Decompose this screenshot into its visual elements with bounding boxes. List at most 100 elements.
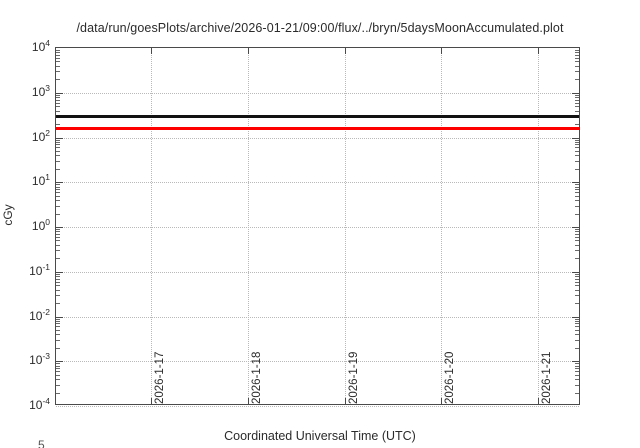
y-axis-minor-tick xyxy=(56,365,60,367)
y-axis-minor-tick xyxy=(56,347,60,349)
y-axis-minor-tick xyxy=(575,281,579,283)
y-axis-minor-tick xyxy=(56,155,60,157)
y-axis-tick xyxy=(572,271,579,273)
y-axis-minor-tick xyxy=(575,371,579,373)
y-axis-minor-tick xyxy=(575,273,579,275)
y-axis-minor-tick xyxy=(575,192,579,194)
y-axis-minor-tick xyxy=(575,339,579,341)
x-axis-tick xyxy=(344,48,346,54)
y-axis-tick xyxy=(572,92,579,94)
y-axis-tick xyxy=(56,227,63,228)
y-axis-minor-tick xyxy=(56,334,60,336)
y-axis-minor-tick xyxy=(575,200,579,202)
gridline-horizontal xyxy=(56,92,579,94)
y-axis-minor-tick xyxy=(56,326,60,328)
y-axis-minor-tick xyxy=(56,94,60,96)
y-axis-minor-tick xyxy=(56,97,60,99)
y-axis-minor-tick xyxy=(575,97,579,99)
y-axis-minor-tick xyxy=(56,213,60,215)
gridline-horizontal xyxy=(56,137,579,139)
y-axis-minor-tick xyxy=(56,231,60,233)
y-axis-minor-tick xyxy=(575,54,579,56)
y-axis-minor-tick xyxy=(575,334,579,336)
y-axis-minor-tick xyxy=(575,231,579,233)
y-axis-minor-tick xyxy=(56,374,60,376)
y-axis-minor-tick xyxy=(56,318,60,320)
y-axis-minor-tick xyxy=(56,363,60,365)
y-axis-minor-tick xyxy=(575,141,579,143)
x-axis-tick-label: 2026‑1‑20 xyxy=(444,351,457,404)
y-axis-tick xyxy=(572,361,579,363)
y-axis-tick-label: 10‑3 xyxy=(29,351,50,368)
y-axis-tick xyxy=(572,182,579,184)
y-axis-minor-tick xyxy=(56,106,60,108)
y-axis-minor-tick xyxy=(575,278,579,280)
y-axis-tick-labels: 104 103 102 101 100 10‑1 10‑2 10‑3 10‑4 xyxy=(0,39,50,411)
y-axis-minor-tick xyxy=(575,195,579,197)
y-axis-minor-tick xyxy=(56,52,60,54)
y-axis-minor-tick xyxy=(575,326,579,328)
y-axis-minor-tick xyxy=(575,295,579,297)
x-axis-tick xyxy=(151,398,153,404)
y-axis-minor-tick xyxy=(56,278,60,280)
y-axis-tick xyxy=(56,316,63,318)
y-axis-tick xyxy=(56,361,63,363)
y-axis-minor-tick xyxy=(575,244,579,246)
y-axis-minor-tick xyxy=(56,150,60,152)
series-line-accumulated-dose-black xyxy=(56,114,579,118)
y-axis-minor-tick xyxy=(56,144,60,146)
gridline-vertical xyxy=(151,48,153,404)
y-axis-minor-tick xyxy=(56,141,60,143)
y-axis-minor-tick xyxy=(56,71,60,73)
gridline-horizontal xyxy=(56,406,579,407)
y-axis-minor-tick xyxy=(56,139,60,141)
y-axis-minor-tick xyxy=(575,285,579,287)
y-axis-minor-tick xyxy=(575,61,579,63)
y-axis-minor-tick xyxy=(56,186,60,188)
y-axis-minor-tick xyxy=(575,94,579,96)
x-axis-tick xyxy=(537,398,539,404)
y-axis-minor-tick xyxy=(56,250,60,252)
y-axis-minor-tick xyxy=(575,347,579,349)
y-axis-minor-tick xyxy=(56,281,60,283)
y-axis-minor-tick xyxy=(575,329,579,331)
gridline-vertical xyxy=(537,48,539,404)
y-axis-minor-tick xyxy=(56,184,60,186)
y-axis-minor-tick xyxy=(575,79,579,81)
y-axis-minor-tick xyxy=(575,363,579,365)
x-axis-tick xyxy=(248,48,250,54)
y-axis-minor-tick xyxy=(56,102,60,104)
y-axis-minor-tick xyxy=(575,106,579,108)
gridline-horizontal xyxy=(56,182,579,184)
y-axis-minor-tick xyxy=(575,236,579,238)
y-axis-minor-tick xyxy=(575,160,579,162)
y-axis-minor-tick xyxy=(575,144,579,146)
x-axis-tick-label: 2026‑1‑21 xyxy=(540,351,553,404)
y-axis-title: cGy xyxy=(1,204,15,226)
y-axis-minor-tick xyxy=(56,379,60,381)
x-axis-tick xyxy=(344,398,346,404)
y-axis-tick-label: 10‑1 xyxy=(29,261,50,278)
y-axis-minor-tick xyxy=(56,61,60,63)
y-axis-minor-tick xyxy=(56,276,60,278)
y-axis-tick xyxy=(572,316,579,318)
y-axis-minor-tick xyxy=(56,371,60,373)
y-axis-minor-tick xyxy=(575,205,579,207)
gridline-horizontal xyxy=(56,316,579,318)
y-axis-minor-tick xyxy=(575,150,579,152)
y-axis-minor-tick xyxy=(575,323,579,325)
y-axis-minor-tick xyxy=(575,147,579,149)
x-axis-title: Coordinated Universal Time (UTC) xyxy=(224,429,416,443)
y-axis-minor-tick xyxy=(575,71,579,73)
y-axis-minor-tick xyxy=(56,289,60,291)
y-axis-minor-tick xyxy=(56,368,60,370)
y-axis-minor-tick xyxy=(575,233,579,235)
plot-area xyxy=(55,47,580,407)
y-axis-minor-tick xyxy=(56,168,60,170)
y-axis-minor-tick xyxy=(575,189,579,191)
y-axis-minor-tick xyxy=(56,57,60,59)
y-axis-minor-tick xyxy=(56,99,60,101)
y-axis-minor-tick xyxy=(56,339,60,341)
y-axis-tick-label: 10‑4 xyxy=(29,396,50,412)
y-axis-minor-tick xyxy=(56,240,60,242)
